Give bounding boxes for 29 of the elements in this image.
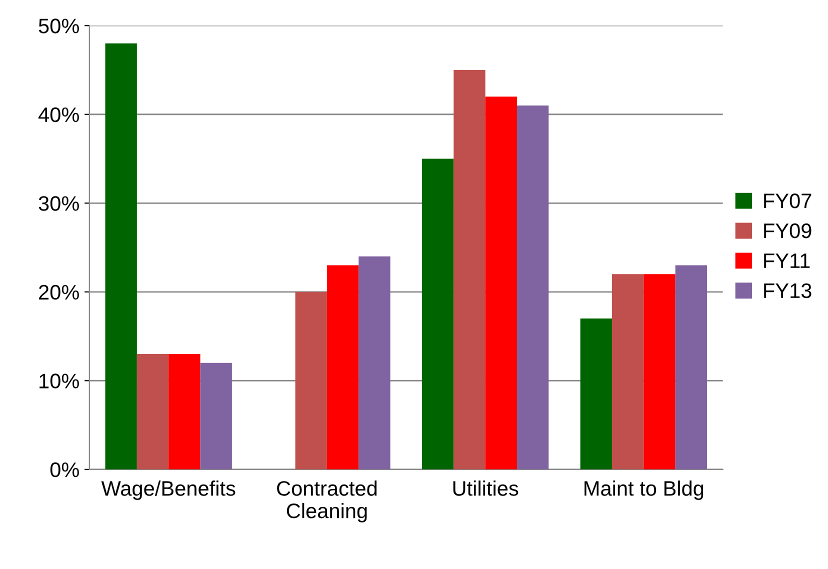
legend-label: FY13 (764, 283, 812, 298)
bar (422, 158, 454, 470)
bar (295, 292, 327, 470)
bar (454, 70, 486, 470)
y-tick-label: 10% (40, 374, 79, 388)
bar (485, 96, 517, 470)
bar (675, 265, 708, 470)
y-tick-label: 20% (39, 284, 79, 300)
bar (200, 362, 232, 470)
bar (612, 274, 644, 470)
legend-label: FY09 (764, 223, 812, 238)
legend-label: FY07 (764, 193, 812, 208)
x-tick-label: Maint to Bldg (584, 480, 704, 500)
legend-label: FY11 (764, 254, 810, 268)
y-tick-label: 0% (50, 462, 79, 478)
bar (644, 274, 676, 470)
bar (168, 354, 200, 470)
bar (358, 256, 390, 470)
bar (105, 43, 137, 470)
y-tick-label: 30% (38, 196, 79, 211)
y-tick-label: 50% (38, 18, 79, 34)
y-tick-label: 40% (38, 107, 79, 122)
x-tick-label: Contracted Cleaning (277, 480, 377, 522)
x-tick-label: Wage/Benefits (101, 480, 236, 500)
bar (580, 318, 612, 470)
bar (326, 265, 359, 470)
bar (516, 105, 549, 470)
bar (136, 354, 169, 470)
x-tick-label: Utilities (453, 480, 518, 496)
